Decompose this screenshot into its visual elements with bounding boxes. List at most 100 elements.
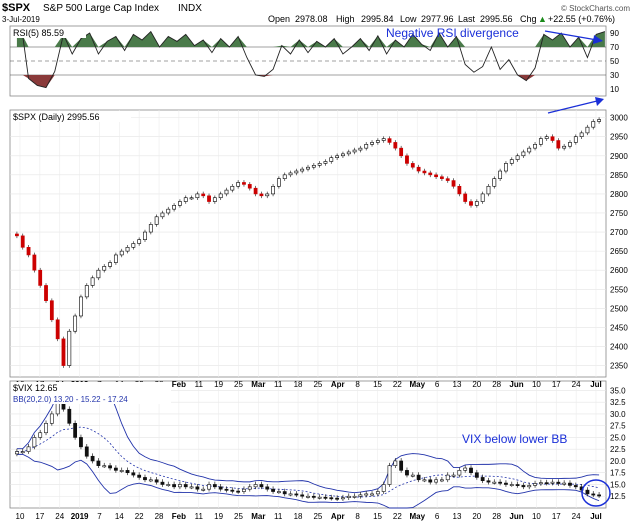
vix-candle (143, 477, 147, 481)
vix-candle (230, 489, 235, 492)
price-candle (207, 195, 211, 202)
vix-tick-label: 27.5 (610, 422, 626, 431)
vix-candle (434, 479, 438, 483)
price-candle (410, 163, 415, 168)
price-x-tick-label: 25 (313, 380, 322, 389)
price-candle (148, 224, 153, 233)
vix-x-tick-label: 6 (435, 512, 440, 521)
price-candle (212, 197, 217, 202)
vix-candle (573, 485, 578, 488)
rsi-tick-label: 70 (610, 43, 619, 52)
price-candle (329, 157, 334, 162)
price-candle (538, 138, 543, 145)
vix-candle (445, 474, 450, 481)
vix-tick-label: 12.5 (610, 492, 626, 501)
price-candle (550, 136, 555, 141)
vix-candle (26, 446, 31, 452)
rsi-divergence-annotation: Negative RSI divergence (386, 26, 519, 40)
price-candle (405, 155, 409, 164)
price-candle (504, 163, 508, 172)
index-name: S&P 500 Large Cap Index (43, 3, 159, 14)
vix-candle (73, 423, 78, 438)
vix-candle (393, 460, 398, 466)
vix-candle (253, 484, 258, 488)
vix-candle (352, 495, 357, 498)
price-candle (15, 233, 19, 237)
price-tick-label: 2350 (610, 362, 628, 371)
rsi-tick-label: 90 (610, 29, 619, 38)
vix-candle (38, 432, 43, 438)
brand-logo: © StockCharts.com (561, 4, 630, 13)
price-candle (253, 187, 258, 195)
rsi-annotation-arrow (544, 30, 598, 41)
bb-lower-line (16, 453, 600, 509)
price-candle (463, 193, 468, 202)
vix-candle (84, 446, 89, 457)
vix-candle (271, 488, 275, 492)
open-value: 2978.08 (295, 14, 328, 24)
vix-x-tick-label: 28 (492, 512, 501, 521)
vix-candle (242, 488, 246, 492)
vix-candle (207, 484, 211, 490)
price-candle (341, 153, 345, 157)
price-candle (67, 330, 72, 366)
last-label: Last (458, 14, 476, 24)
rsi-tick-label: 10 (610, 85, 619, 94)
price-candle (143, 231, 147, 240)
symbol: $SPX (2, 2, 31, 14)
vix-x-tick-label: Jul (590, 512, 602, 521)
price-candle (160, 212, 165, 218)
vix-panel-frame (9, 380, 607, 509)
price-candle (259, 193, 264, 197)
vix-tick-label: 30.0 (610, 410, 626, 419)
vix-candle (236, 490, 241, 493)
vix-candle (20, 451, 25, 454)
price-candle (276, 178, 281, 187)
price-candle (131, 243, 136, 248)
price-candle (480, 193, 485, 202)
high-label: High (336, 14, 355, 24)
rsi-panel: 10 30 50 70 90 (10, 29, 619, 94)
price-x-tick-label: Mar (251, 380, 265, 389)
price-x-tick-label: Feb (172, 380, 186, 389)
vix-bb-annotation: VIX below lower BB (462, 432, 567, 446)
price-tick-label: 2550 (610, 285, 628, 294)
vix-candle (469, 467, 473, 474)
vix-candle (504, 482, 508, 485)
price-candle (96, 269, 101, 279)
price-candle (172, 205, 176, 210)
ohlc-readout: Open 2978.08 High 2995.84 Low 2977.96 La… (268, 14, 615, 24)
price-candle (20, 235, 25, 248)
price-candle (294, 170, 299, 174)
vix-candle (346, 495, 351, 498)
vix-x-tick-label: 18 (294, 512, 303, 521)
vix-candle (160, 481, 165, 485)
vix-candle (492, 481, 497, 484)
vix-x-tick-label: 19 (214, 512, 223, 521)
price-candle (90, 277, 95, 286)
vix-candle (195, 486, 200, 490)
vix-candle (463, 467, 468, 471)
vix-candle (486, 480, 491, 483)
rsi-title-bg (11, 27, 86, 38)
vix-candle (154, 479, 159, 483)
vix-tick-label: 35.0 (610, 386, 626, 395)
price-tick-label: 3000 (610, 114, 628, 123)
vix-highlight-circle (581, 479, 611, 507)
vix-candle (428, 479, 433, 483)
price-annotation-arrow (547, 100, 598, 114)
vix-candle (294, 493, 299, 496)
vix-candle (247, 486, 252, 490)
price-candle (224, 189, 229, 195)
vix-panel: 12.5 15.0 17.5 20.0 22.5 25.0 27.5 30.0 32.5 35.0 (15, 386, 626, 509)
price-candle (79, 296, 83, 317)
vix-candle (387, 465, 392, 485)
price-candle (579, 132, 584, 137)
price-candle (113, 254, 118, 263)
price-x-tick-label: 18 (294, 380, 303, 389)
price-candle (399, 147, 404, 157)
vix-title-bg (11, 382, 171, 404)
price-tick-label: 2600 (610, 266, 628, 275)
price-x-tick-label: 15 (373, 380, 382, 389)
